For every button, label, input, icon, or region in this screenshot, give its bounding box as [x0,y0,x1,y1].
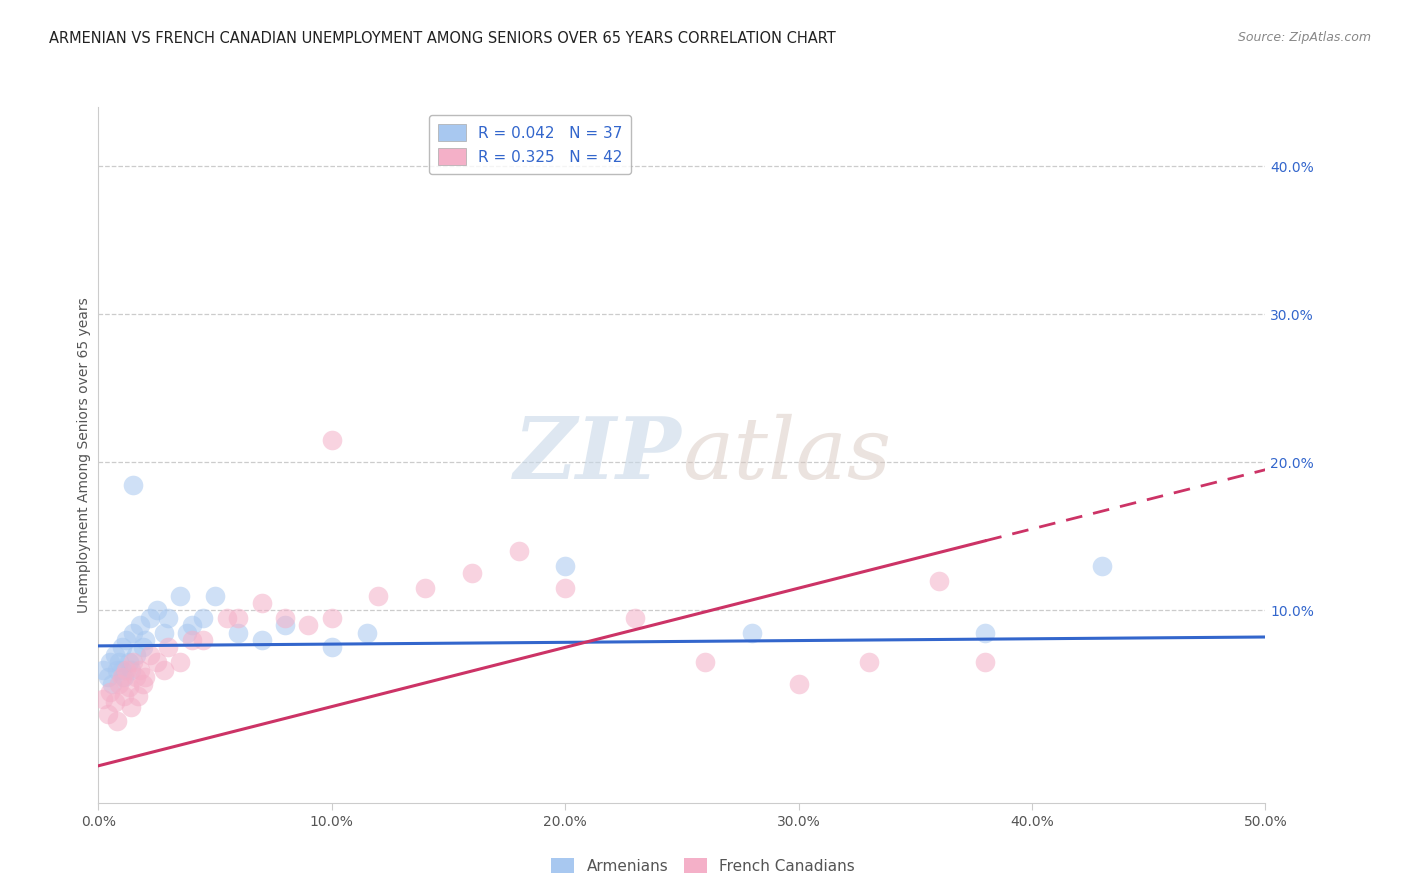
Point [108,677,131,691]
Point [125,648,148,662]
Legend: Armenians, French Canadians: Armenians, French Canadians [546,852,860,880]
Point [250,632,273,647]
Point [139,648,162,662]
Point [297,618,319,632]
Point [122,625,145,640]
Point [108,655,131,669]
Point [146,603,169,617]
Point [152,663,174,677]
Point [215,611,238,625]
Point [204,589,226,603]
Point [193,632,215,647]
Point [118,655,141,669]
Point [105,714,128,729]
Point [250,596,273,610]
Point [115,632,138,647]
Text: ARMENIAN VS FRENCH CANADIAN UNEMPLOYMENT AMONG SENIORS OVER 65 YEARS CORRELATION: ARMENIAN VS FRENCH CANADIAN UNEMPLOYMENT… [49,31,837,46]
Point [104,695,127,709]
Point [157,640,180,655]
Point [554,581,576,595]
Point [787,677,810,691]
Y-axis label: Unemployment Among Seniors over 65 years: Unemployment Among Seniors over 65 years [77,297,91,613]
Point [134,670,156,684]
Point [169,589,191,603]
Point [152,625,174,640]
Point [1091,558,1114,573]
Point [508,544,530,558]
Point [741,625,763,640]
Point [129,618,152,632]
Point [858,655,880,669]
Point [176,625,198,640]
Point [180,618,202,632]
Point [118,681,141,695]
Point [228,625,250,640]
Point [104,648,127,662]
Point [125,670,148,684]
Point [193,611,215,625]
Point [97,670,120,684]
Point [132,640,155,655]
Point [111,663,134,677]
Text: atlas: atlas [682,414,891,496]
Point [180,632,202,647]
Point [413,581,436,595]
Point [169,655,191,669]
Point [695,655,717,669]
Point [132,677,155,691]
Point [157,611,180,625]
Point [461,566,484,581]
Point [101,677,124,691]
Point [274,611,297,625]
Point [321,611,343,625]
Point [122,655,145,669]
Point [356,625,378,640]
Point [91,663,114,677]
Point [228,611,250,625]
Point [91,692,114,706]
Point [97,706,120,721]
Point [134,632,156,647]
Point [974,625,997,640]
Point [122,477,145,491]
Point [112,670,135,684]
Point [554,558,576,573]
Point [127,690,149,704]
Point [129,663,152,677]
Point [146,655,169,669]
Point [105,663,128,677]
Point [98,655,121,669]
Point [928,574,950,588]
Point [115,663,138,677]
Point [112,690,135,704]
Point [367,589,389,603]
Point [120,699,142,714]
Point [624,611,647,625]
Point [111,670,134,684]
Point [321,640,343,655]
Point [139,611,162,625]
Point [98,685,121,699]
Point [120,663,142,677]
Point [974,655,997,669]
Text: Source: ZipAtlas.com: Source: ZipAtlas.com [1237,31,1371,45]
Point [274,618,297,632]
Text: ZIP: ZIP [515,413,682,497]
Point [321,433,343,447]
Legend: R = 0.042   N = 37, R = 0.325   N = 42: R = 0.042 N = 37, R = 0.325 N = 42 [429,115,631,175]
Point [111,640,134,655]
